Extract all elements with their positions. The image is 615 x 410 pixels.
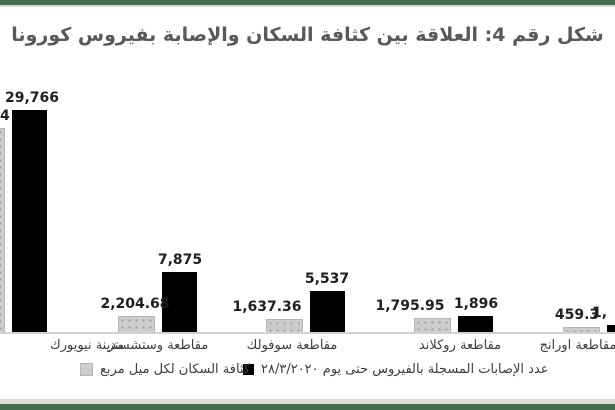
- x-axis-line: [0, 332, 615, 334]
- density-bar: [414, 318, 451, 333]
- density-bar: [118, 316, 155, 333]
- cases-bar: [458, 316, 493, 333]
- cases-value-label: 29,766: [4, 90, 60, 106]
- category-label: مقاطعة وستشستر: [107, 338, 209, 353]
- black-square-icon: [243, 363, 254, 375]
- cases-bar: [309, 291, 345, 333]
- legend-label-cases: عدد الإصابات المسجلة بالفيروس حتى يوم ٢٨…: [261, 361, 549, 377]
- category-label: مدينة نيويورك: [49, 338, 125, 353]
- cases-value-label: 1,: [592, 305, 608, 321]
- cases-value-label: 5,537: [304, 271, 350, 287]
- cases-bar: [12, 110, 47, 333]
- gray-square-icon: [80, 362, 93, 376]
- density-bar: [265, 319, 303, 333]
- category-label: مقاطعة سوفولك: [246, 338, 338, 353]
- category-label: مقاطعة روكلاند: [418, 338, 502, 353]
- legend-entry-cases: عدد الإصابات المسجلة بالفيروس حتى يوم ٢٨…: [243, 359, 549, 379]
- category-label: مقاطعة اورانج: [539, 338, 615, 353]
- separator-line-bottom: [0, 399, 615, 404]
- cases-value-label: 1,896: [453, 296, 499, 312]
- density-value-label: 1,795.95: [375, 298, 445, 314]
- legend-entry-density: كثافة السكان لكل ميل مربع: [80, 359, 250, 379]
- cases-bar: [162, 272, 197, 333]
- chart-title: شكل رقم 4: العلاقة بين كثافة السكان والإ…: [11, 24, 604, 46]
- cases-bar: [606, 325, 615, 333]
- density-value-label: 459.3: [554, 307, 600, 323]
- density-value-label: 1,637.36: [232, 299, 302, 315]
- letterbox-strip-bottom: [0, 404, 615, 410]
- density-bar: [0, 128, 5, 333]
- cases-value-label: 7,875: [157, 252, 203, 268]
- density-value-label: 4: [0, 108, 10, 124]
- legend-label-density: كثافة السكان لكل ميل مربع: [100, 361, 251, 377]
- density-value-label: 2,204.68: [100, 296, 170, 312]
- letterbox-strip-top: [0, 0, 615, 5]
- separator-line-top: [0, 5, 615, 7]
